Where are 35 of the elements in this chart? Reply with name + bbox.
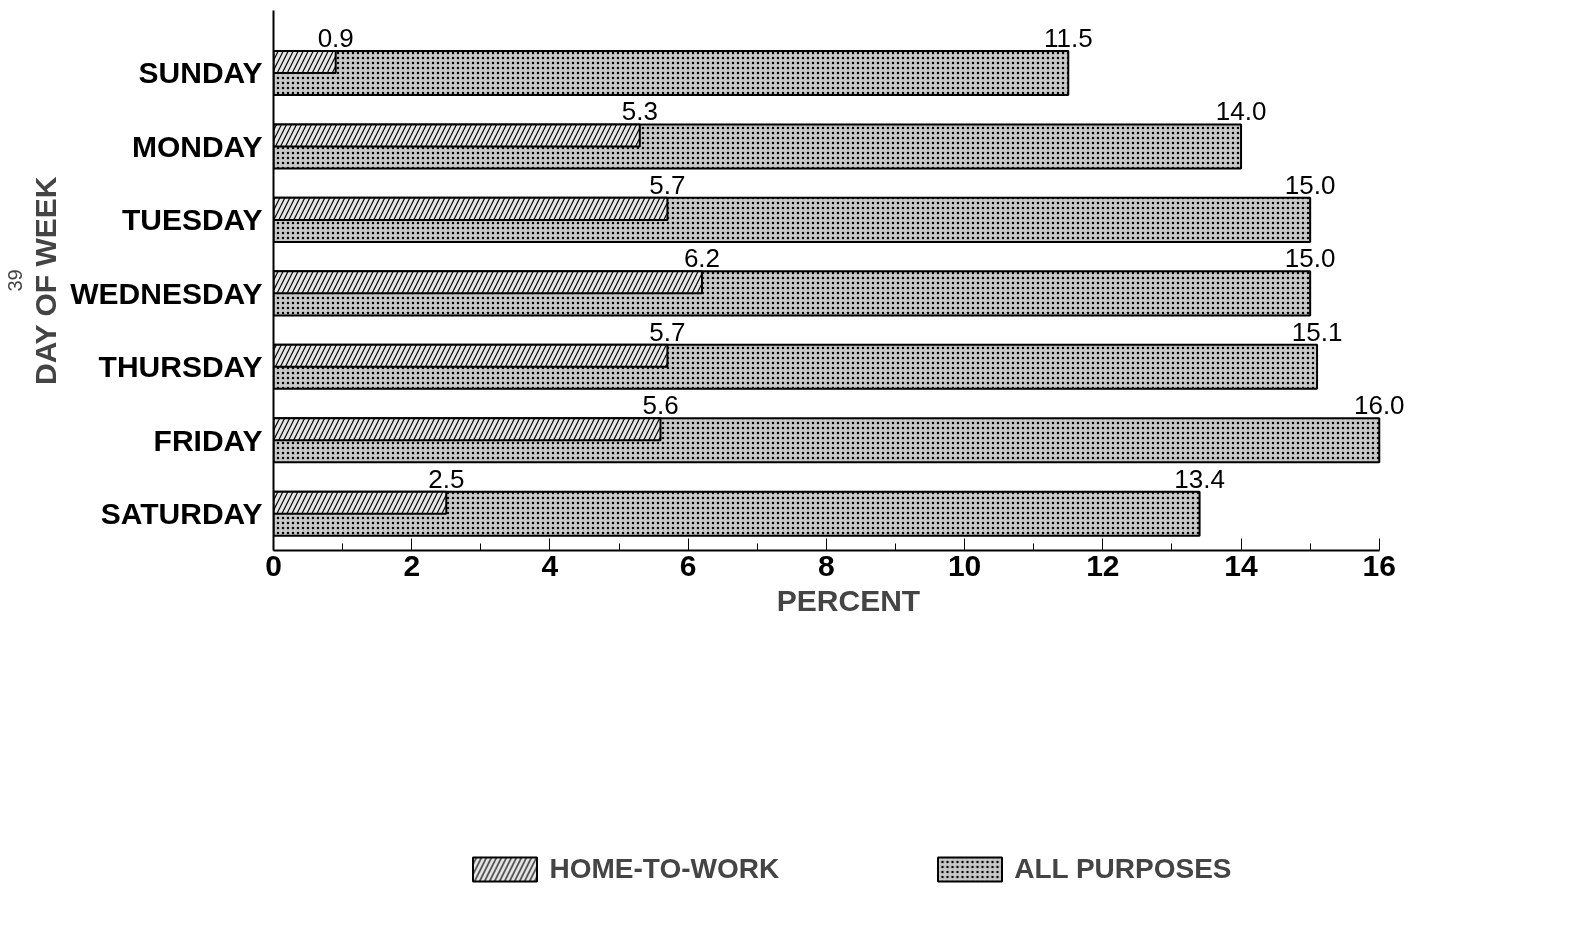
data-label: 14.0 <box>1215 96 1267 127</box>
y-tick-label: THURSDAY <box>98 350 263 384</box>
data-label: 16.0 <box>1353 390 1405 421</box>
data-label: 15.0 <box>1284 243 1336 274</box>
x-axis-title: PERCENT <box>776 583 921 617</box>
x-tick-label: 2 <box>403 548 421 582</box>
data-label: 13.4 <box>1174 463 1225 494</box>
x-tick-label: 6 <box>679 548 697 582</box>
y-tick-label: MONDAY <box>131 129 263 163</box>
y-tick-label: WEDNESDAY <box>70 276 263 310</box>
data-label: 5.7 <box>649 169 686 200</box>
x-tick-label: 16 <box>1362 548 1396 582</box>
data-label: 6.2 <box>683 243 721 274</box>
text: 39 <box>3 269 26 292</box>
data-label: 5.7 <box>649 316 686 347</box>
legend-label: HOME-TO-WORK <box>549 853 780 885</box>
data-label: 5.6 <box>642 390 679 421</box>
data-label: 2.5 <box>428 463 465 494</box>
x-tick-label: 10 <box>947 548 982 582</box>
x-tick-label: 8 <box>818 548 835 582</box>
data-label: 11.5 <box>1043 22 1093 53</box>
x-tick-label: 0 <box>265 548 282 582</box>
data-label: 15.1 <box>1291 316 1343 347</box>
data-label: 5.3 <box>621 96 658 127</box>
data-label: 0.9 <box>317 22 354 53</box>
y-tick-label: TUESDAY <box>121 203 263 237</box>
x-tick-label: 12 <box>1086 548 1120 582</box>
y-tick-label: SUNDAY <box>138 56 263 90</box>
y-axis-title: DAY OF WEEK <box>29 176 63 385</box>
legend-label: ALL PURPOSES <box>1014 853 1232 885</box>
data-label: 15.0 <box>1284 169 1336 200</box>
y-tick-label: FRIDAY <box>153 423 263 457</box>
x-tick-label: 4 <box>541 548 559 582</box>
y-tick-label: SATURDAY <box>100 497 263 531</box>
x-tick-label: 14 <box>1224 548 1259 582</box>
